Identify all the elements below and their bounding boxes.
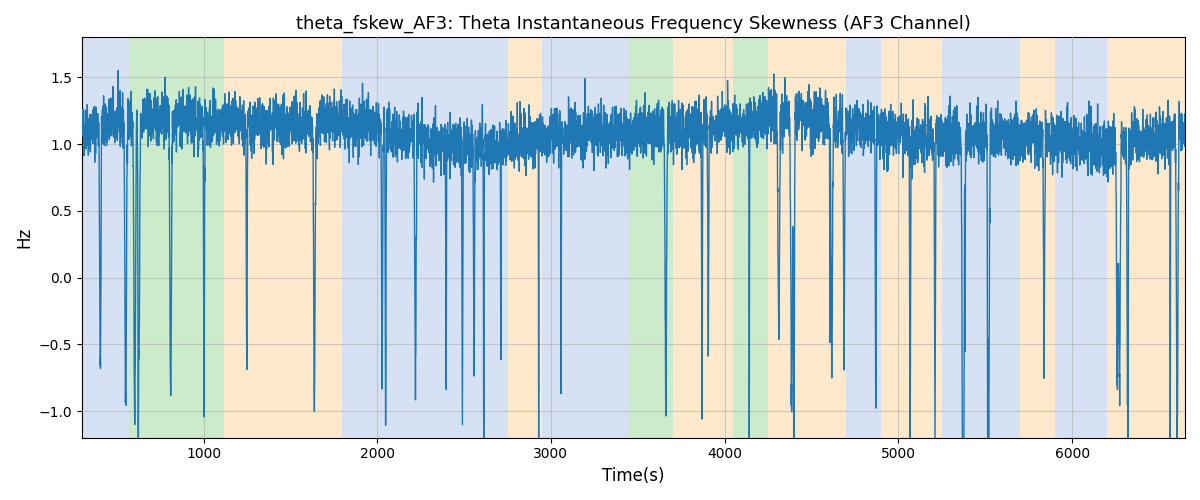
Title: theta_fskew_AF3: Theta Instantaneous Frequency Skewness (AF3 Channel): theta_fskew_AF3: Theta Instantaneous Fre… bbox=[296, 15, 971, 34]
Bar bbox=[508, 38, 542, 438]
Bar bbox=[82, 38, 128, 438]
Bar bbox=[881, 38, 942, 438]
Bar bbox=[768, 38, 846, 438]
Bar bbox=[542, 38, 629, 438]
Bar bbox=[1020, 38, 1055, 438]
Bar bbox=[128, 38, 224, 438]
Bar bbox=[342, 38, 508, 438]
Bar bbox=[846, 38, 881, 438]
Bar bbox=[1055, 38, 1106, 438]
Bar bbox=[224, 38, 342, 438]
Y-axis label: Hz: Hz bbox=[14, 227, 32, 248]
Bar bbox=[1106, 38, 1184, 438]
Bar bbox=[733, 38, 768, 438]
Bar bbox=[629, 38, 672, 438]
X-axis label: Time(s): Time(s) bbox=[602, 467, 665, 485]
Bar bbox=[942, 38, 1020, 438]
Bar bbox=[672, 38, 733, 438]
